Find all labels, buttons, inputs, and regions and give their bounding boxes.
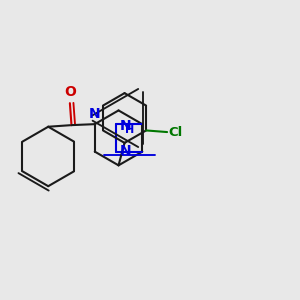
Text: H: H: [125, 125, 134, 135]
Text: Cl: Cl: [168, 126, 183, 139]
Text: N: N: [120, 144, 132, 158]
Text: N: N: [119, 119, 131, 133]
Text: N: N: [89, 107, 100, 121]
Text: O: O: [64, 85, 76, 99]
